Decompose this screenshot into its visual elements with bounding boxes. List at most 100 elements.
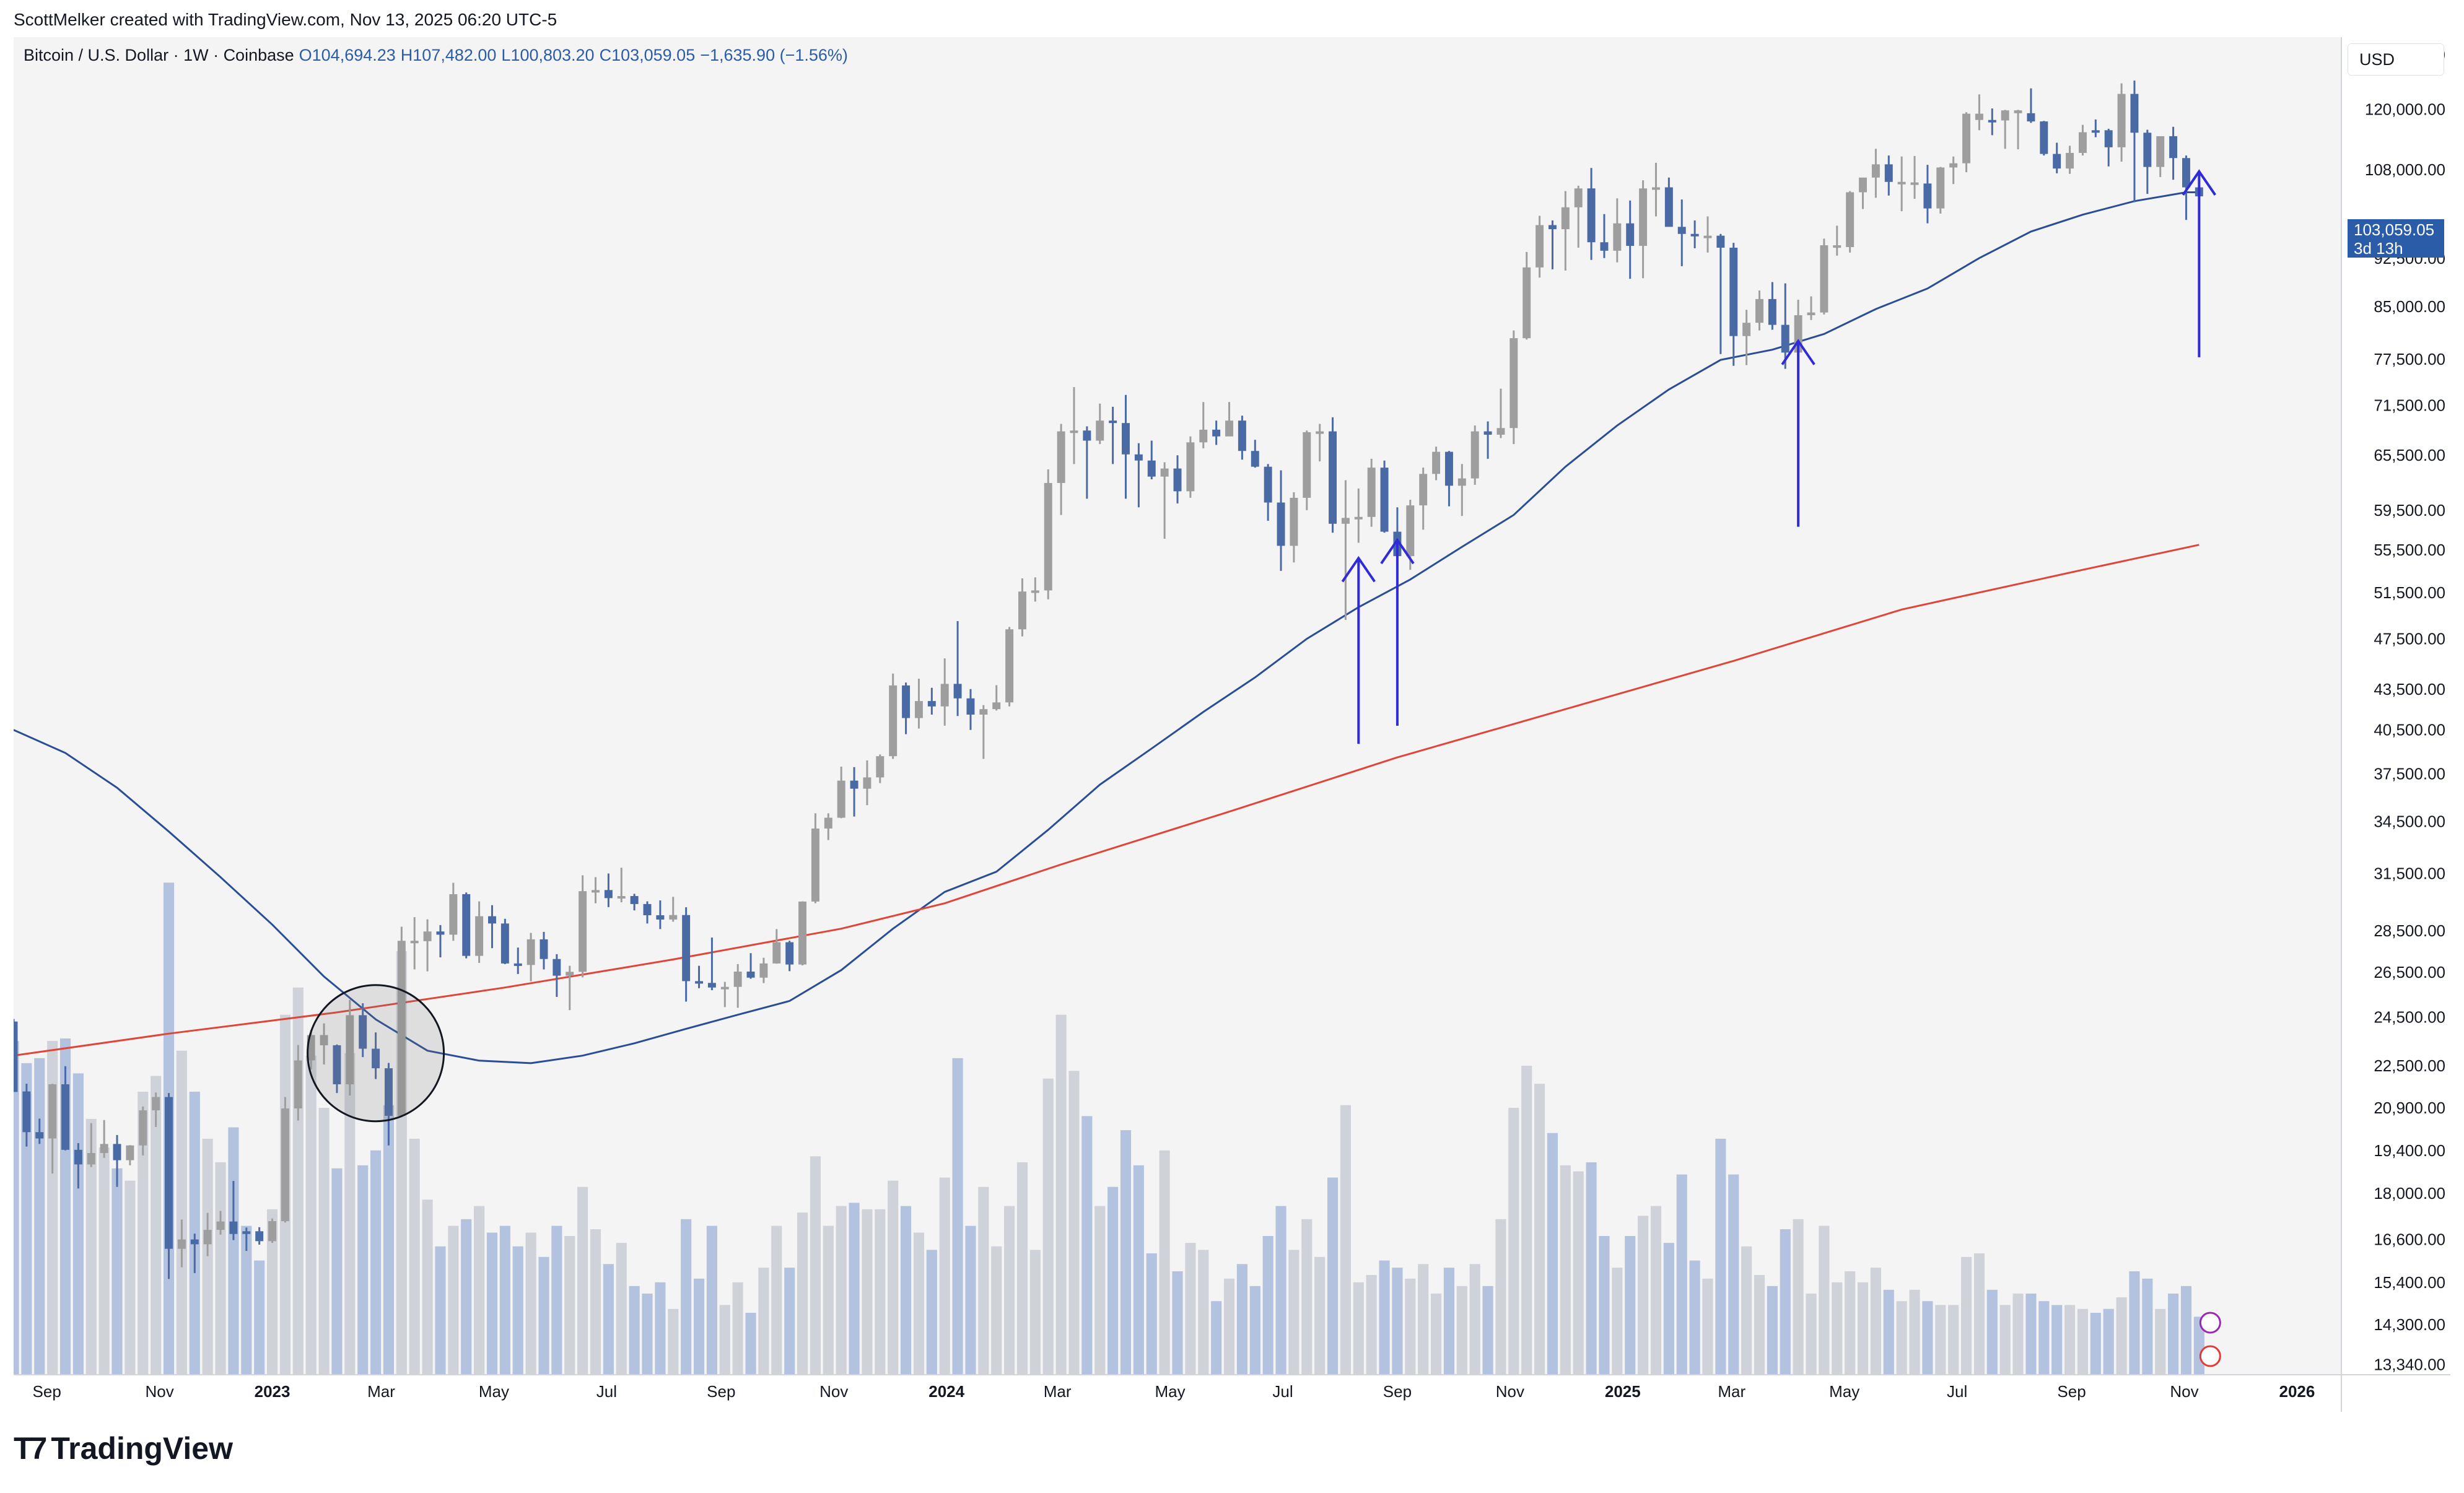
candle-body <box>1523 267 1531 339</box>
volume-bar <box>1534 1084 1545 1375</box>
candle-body <box>1367 468 1376 517</box>
volume-bar <box>1418 1264 1429 1375</box>
low-value: L100,803.20 <box>501 46 595 64</box>
candle-body <box>811 828 819 902</box>
candle-body <box>14 1021 18 1092</box>
volume-bar <box>1702 1278 1713 1375</box>
candle-body <box>1173 468 1182 492</box>
high-value: H107,482.00 <box>400 46 497 64</box>
volume-bar <box>616 1243 627 1375</box>
volume-bar <box>1780 1229 1791 1375</box>
time-tick-label: 2023 <box>255 1382 291 1401</box>
volume-bar <box>1715 1138 1726 1375</box>
volume-bar <box>1301 1219 1313 1375</box>
candle-body <box>100 1144 108 1154</box>
volume-bar <box>2038 1301 2050 1375</box>
chart-credit: ScottMelker created with TradingView.com… <box>14 10 557 29</box>
candle-body <box>152 1097 160 1111</box>
candle-body <box>372 1048 380 1069</box>
time-tick-label: 2024 <box>928 1382 964 1401</box>
volume-bar <box>1767 1286 1778 1375</box>
candle-body <box>1483 431 1492 435</box>
price-chart[interactable]: 132,000.00120,000.00108,000.0092,500.008… <box>14 37 2450 1412</box>
tradingview-logo[interactable]: T7 TradingView <box>14 1430 233 1466</box>
candle-body <box>1277 502 1285 546</box>
volume-bar <box>228 1127 239 1375</box>
volume-bar <box>305 1055 317 1375</box>
volume-bar <box>85 1118 97 1375</box>
volume-bar <box>551 1225 562 1375</box>
candle-body <box>1768 298 1776 325</box>
candle-body <box>449 894 458 935</box>
candle-body <box>113 1144 121 1160</box>
price-tick-label: 108,000.00 <box>2365 160 2445 179</box>
candle-body <box>333 1045 341 1084</box>
volume-bar <box>1999 1305 2011 1375</box>
volume-bar <box>138 1091 149 1375</box>
time-tick-label: May <box>1829 1382 1859 1401</box>
time-tick-label: Mar <box>1718 1382 1745 1401</box>
currency-button[interactable]: USD <box>2348 43 2444 76</box>
volume-bar <box>1275 1206 1287 1375</box>
volume-bar <box>771 1225 782 1375</box>
price-tick-label: 15,400.00 <box>2374 1273 2445 1292</box>
volume-bar <box>486 1232 498 1375</box>
time-tick-label: Mar <box>367 1382 395 1401</box>
volume-bar <box>34 1058 45 1375</box>
candle-body <box>863 777 872 789</box>
candle-body <box>139 1110 147 1146</box>
candle-body <box>656 915 665 920</box>
candle-body <box>1548 225 1557 230</box>
volume-bar <box>706 1225 717 1375</box>
volume-bar <box>344 1053 356 1375</box>
volume-bar <box>1392 1268 1403 1375</box>
candle-body <box>876 756 885 778</box>
volume-bar <box>823 1225 834 1375</box>
volume-bar <box>1055 1014 1067 1375</box>
candle-body <box>1949 163 1958 168</box>
symbol-name[interactable]: Bitcoin / U.S. Dollar · 1W · Coinbase <box>24 46 294 64</box>
candle-body <box>759 963 768 978</box>
volume-bar <box>1547 1133 1558 1375</box>
candle-body <box>966 698 975 715</box>
volume-bar <box>2168 1293 2179 1375</box>
symbol-legend[interactable]: Bitcoin / U.S. Dollar · 1W · Coinbase O1… <box>24 46 848 65</box>
volume-bar <box>668 1308 679 1375</box>
volume-bar <box>461 1219 472 1375</box>
volume-bar <box>1922 1301 1933 1375</box>
volume-bar <box>978 1186 989 1375</box>
price-tick-label: 13,340.00 <box>2374 1355 2445 1373</box>
candle-body <box>1871 164 1880 178</box>
volume-bar <box>1469 1264 1480 1375</box>
price-tick-label: 19,400.00 <box>2374 1141 2445 1160</box>
candle-body <box>1354 516 1363 520</box>
candle-body <box>1703 235 1712 238</box>
time-tick-label: Jul <box>1272 1382 1293 1401</box>
volume-bar <box>512 1246 523 1375</box>
candle-body <box>1923 183 1932 209</box>
candle-body <box>695 981 703 984</box>
candle-body <box>1186 442 1195 492</box>
price-tick-label: 20,900.00 <box>2374 1099 2445 1117</box>
candle-body <box>1432 451 1441 474</box>
volume-bar <box>758 1268 769 1375</box>
volume-bar <box>1909 1289 1920 1375</box>
candle-body <box>22 1091 31 1133</box>
candle-body <box>2182 158 2190 188</box>
candle-body <box>1716 235 1725 248</box>
volume-bar <box>590 1229 601 1375</box>
candle-body <box>48 1084 57 1139</box>
candle-body <box>74 1149 82 1165</box>
candle-body <box>2053 154 2061 169</box>
volume-bar <box>681 1219 692 1375</box>
economic-event-icon <box>2199 1345 2221 1367</box>
volume-bar <box>1986 1289 1998 1375</box>
candle-body <box>1419 474 1428 506</box>
candle-body <box>889 685 898 757</box>
volume-bar <box>1016 1162 1028 1375</box>
moving-average-long-line <box>14 544 2200 1057</box>
candle-body <box>165 1097 173 1249</box>
candle-body <box>1897 181 1906 185</box>
candle-body <box>423 931 432 941</box>
price-tick-label: 43,500.00 <box>2374 680 2445 699</box>
